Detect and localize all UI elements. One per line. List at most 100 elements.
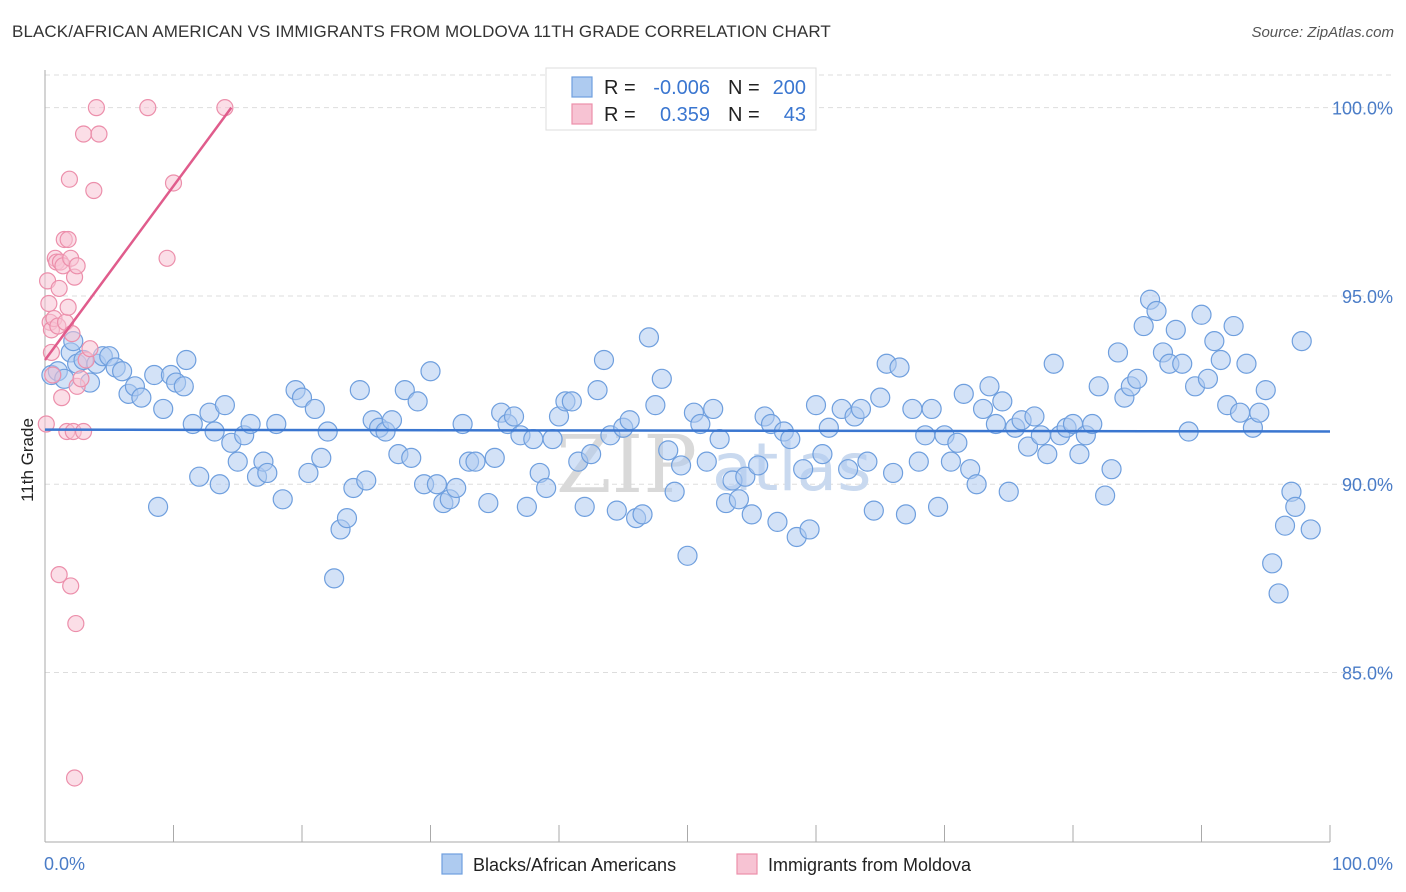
blacks-point-168 [1133, 315, 1154, 337]
blacks-point-106 [728, 489, 750, 510]
legend-r-value-2: 0.359 [660, 104, 710, 126]
blacks-point-57 [407, 391, 428, 412]
legend-n-value-1: 200 [773, 77, 806, 99]
blacks-point-35 [257, 462, 278, 484]
moldova-point-42 [74, 422, 93, 441]
trend-line-moldova [43, 106, 233, 361]
blacks-point-95 [658, 440, 679, 461]
blacks-point-101 [696, 451, 717, 472]
blacks-point-96 [664, 481, 685, 502]
source-label: Source: ZipAtlas.com [1251, 24, 1394, 41]
blacks-point-107 [735, 466, 756, 487]
y-tick-label-2: 95.0% [1342, 287, 1393, 307]
moldova-point-31 [90, 125, 108, 143]
blacks-point-85 [593, 349, 615, 371]
blacks-point-117 [799, 519, 820, 540]
blacks-point-131 [895, 504, 917, 525]
legend-n-label-1: N = [728, 77, 760, 99]
moldova-point-35 [50, 566, 68, 584]
legend-r-label-2: R = [604, 104, 636, 126]
blacks-point-144 [979, 376, 1000, 397]
blacks-point-73 [516, 496, 537, 517]
series-moldova-points [37, 99, 234, 787]
blacks-point-24 [189, 466, 210, 487]
moldova-point-38 [65, 769, 84, 787]
blacks-point-53 [381, 410, 403, 431]
blacks-point-158 [1069, 444, 1090, 465]
axes [44, 70, 1331, 843]
blacks-point-179 [1204, 331, 1225, 352]
blacks-point-108 [741, 504, 762, 525]
legend-n-value-2: 43 [784, 104, 806, 126]
blacks-point-150 [1017, 436, 1039, 457]
blacks-point-22 [176, 349, 197, 371]
moldova-point-26 [74, 125, 93, 143]
blacks-point-118 [805, 395, 827, 416]
blacks-point-28 [214, 395, 235, 416]
bottom-legend-pink-label: Immigrants from Moldova [768, 855, 972, 875]
blacks-point-46 [336, 508, 358, 529]
blacks-point-193 [1291, 331, 1312, 352]
moldova-point-21 [63, 325, 81, 343]
blacks-point-74 [523, 428, 544, 450]
blacks-point-170 [1146, 300, 1167, 322]
moldova-point-0 [37, 415, 55, 433]
blacks-point-135 [921, 398, 942, 420]
blacks-point-41 [304, 398, 325, 420]
blacks-point-83 [581, 444, 602, 465]
blacks-point-43 [317, 421, 338, 442]
blacks-point-102 [703, 398, 724, 420]
legend-r-value-1: -0.006 [653, 77, 710, 99]
y-tick-label-0: 85.0% [1342, 664, 1393, 684]
legend-r-label-1: R = [604, 77, 636, 99]
blacks-point-162 [1095, 485, 1116, 506]
moldova-point-19 [60, 170, 79, 188]
blacks-point-161 [1088, 376, 1109, 397]
blacks-point-39 [291, 387, 313, 408]
blacks-point-91 [632, 504, 653, 525]
blacks-point-143 [972, 398, 994, 420]
blacks-point-48 [349, 379, 370, 401]
blacks-point-153 [1037, 444, 1058, 465]
moldova-point-39 [158, 249, 176, 267]
blacks-point-66 [465, 451, 486, 472]
blacks-point-27 [209, 474, 230, 495]
blacks-point-142 [966, 474, 987, 495]
blacks-point-130 [889, 357, 910, 378]
moldova-point-40 [68, 257, 86, 275]
moldova-point-29 [85, 181, 103, 200]
blacks-point-178 [1197, 368, 1219, 389]
blacks-point-194 [1300, 519, 1321, 540]
blacks-point-136 [927, 496, 949, 517]
blacks-point-76 [536, 477, 557, 499]
blacks-point-189 [1268, 583, 1289, 604]
blacks-point-134 [915, 425, 936, 446]
blacks-point-18 [153, 398, 174, 420]
blacks-point-92 [638, 327, 660, 348]
blacks-point-30 [227, 451, 248, 472]
blacks-point-145 [985, 413, 1007, 435]
blacks-point-126 [863, 500, 884, 521]
moldova-point-30 [87, 99, 106, 117]
blacks-point-80 [561, 391, 582, 412]
blacks-point-59 [420, 361, 441, 382]
blacks-point-132 [902, 398, 923, 420]
blacks-point-87 [606, 500, 627, 521]
blacks-point-67 [478, 492, 499, 514]
blacks-point-60 [426, 474, 448, 495]
moldova-point-25 [72, 370, 90, 388]
blacks-point-133 [908, 451, 929, 472]
blacks-point-164 [1107, 342, 1129, 363]
blacks-point-125 [857, 451, 878, 472]
bottom-legend-pink-swatch [736, 853, 758, 875]
moldova-point-41 [59, 298, 77, 316]
blacks-point-40 [298, 462, 319, 484]
blacks-point-109 [748, 455, 769, 476]
blacks-point-173 [1165, 319, 1186, 340]
moldova-point-18 [59, 230, 77, 249]
blacks-point-129 [882, 462, 904, 484]
series-legend: Blacks/African Americans Immigrants from… [441, 853, 972, 875]
trend-line-blacks [44, 428, 1331, 433]
blacks-point-21 [173, 376, 194, 397]
